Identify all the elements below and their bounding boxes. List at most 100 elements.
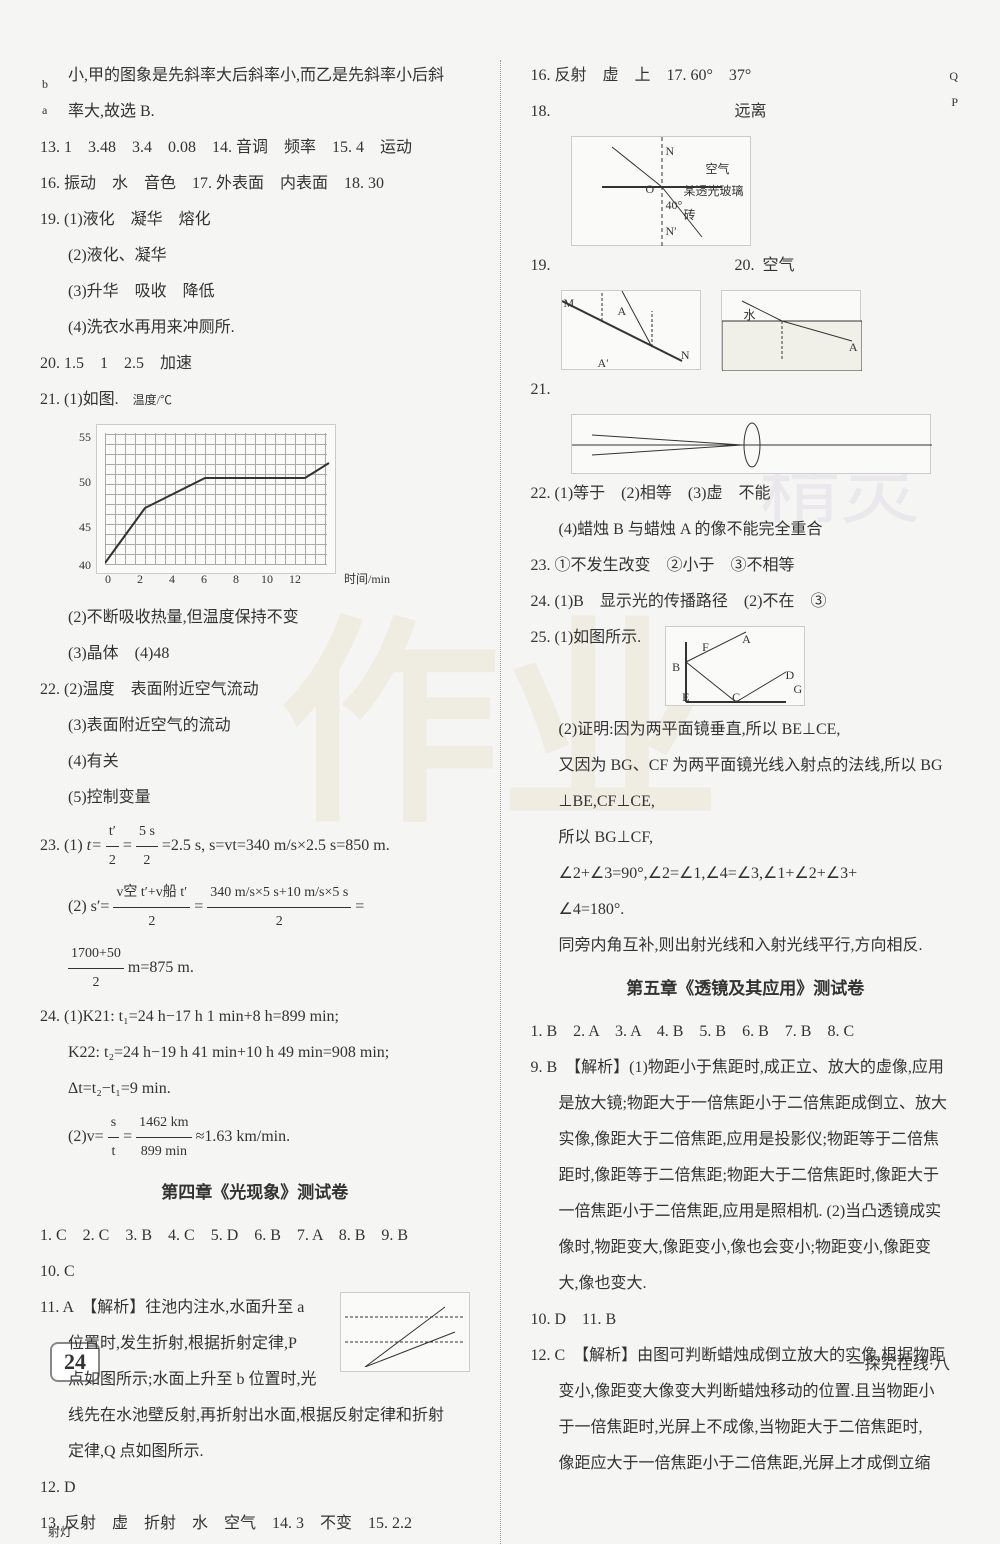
- text-span: m=875 m.: [128, 959, 194, 976]
- fig-label-angle: 40°: [666, 193, 683, 217]
- text-line: 16. 振动 水 音色 17. 外表面 内表面 18. 30: [40, 168, 470, 200]
- text-line: 像距应大于一倍焦距小于二倍焦距,光屏上才成倒立缩: [531, 1448, 961, 1480]
- fig-label-glass: 某透光玻璃砖: [684, 179, 744, 227]
- fig-q11: b a 射灯 Q P: [340, 1292, 470, 1372]
- fig-q19: M A A′ N: [561, 290, 701, 370]
- text-line: 13. 反射 虚 折射 水 空气 14. 3 不变 15. 2.2: [40, 1508, 470, 1540]
- section-4-title: 第四章《光现象》测试卷: [40, 1176, 470, 1210]
- text-line: 所以 BG⊥CF,: [531, 822, 961, 854]
- text-line: (3)表面附近空气的流动: [40, 710, 470, 742]
- fig-label-G: G: [794, 677, 803, 701]
- frac-den: 2: [207, 908, 351, 936]
- text-line: (4)有关: [40, 746, 470, 778]
- text-line: 大,像也变大.: [531, 1268, 961, 1300]
- fig-label-Nprime: N′: [666, 219, 677, 243]
- fig-label-P: P: [951, 90, 958, 114]
- fig-label-N: N: [681, 343, 690, 367]
- frac-num: 1462 km: [136, 1109, 191, 1138]
- fig-label-b: b: [42, 72, 48, 96]
- fig-label-A: A: [849, 335, 858, 359]
- fig-label-N: N: [666, 139, 675, 163]
- text-line: (3)晶体 (4)48: [40, 638, 470, 670]
- text-line: (3)升华 吸收 降低: [40, 276, 470, 308]
- fig-label-water: 水: [744, 303, 756, 327]
- q23-label: 23. (1): [40, 837, 83, 854]
- text-line: 率大,故选 B.: [40, 96, 470, 128]
- fig-label-E: E: [682, 685, 689, 709]
- fig-label-O: O: [646, 177, 655, 201]
- q20-label: 20.: [735, 257, 755, 274]
- fig-q21-svg: [572, 415, 932, 475]
- fig-label-air: 空气: [705, 157, 729, 181]
- text-line: 10. D 11. B: [531, 1304, 961, 1336]
- frac-num: 1700+50: [68, 940, 124, 969]
- fig-label-C: C: [732, 685, 740, 709]
- fig-label-a: a: [42, 98, 47, 122]
- fig-label-A: A: [618, 299, 627, 323]
- main-content: 小,甲的图象是先斜率大后斜率小,而乙是先斜率小后斜 率大,故选 B. 13. 1…: [40, 60, 960, 1544]
- left-column: 小,甲的图象是先斜率大后斜率小,而乙是先斜率小后斜 率大,故选 B. 13. 1…: [40, 60, 470, 1544]
- text-line: (2)液化、凝华: [40, 240, 470, 272]
- ytick: 45: [79, 515, 91, 539]
- ytick: 40: [79, 553, 91, 577]
- q23-2-label: (2) s′=: [68, 898, 109, 915]
- text-line: (2)不断吸收热量,但温度保持不变: [40, 602, 470, 634]
- text-line: (2) s′= v空 t′+v船 t′2 = 340 m/s×5 s+10 m/…: [40, 879, 470, 936]
- text-line: ⊥BE,CF⊥CE,: [531, 786, 961, 818]
- text-line: 19. 20. 空气: [531, 250, 961, 282]
- text-line: 23. (1) t= t′2 = 5 s2 =2.5 s, s=vt=340 m…: [40, 818, 470, 875]
- text-span: 11. A 【解析】往池内注水,水面升至 a: [40, 1299, 304, 1316]
- text-line: 1700+502 m=875 m.: [40, 940, 470, 997]
- fig-label-B: B: [672, 655, 680, 679]
- text-line: 22. (2)温度 表面附近空气流动: [40, 674, 470, 706]
- frac-den: 2: [113, 908, 190, 936]
- text-line: (4)洗衣水再用来冲厕所.: [40, 312, 470, 344]
- fig-q20-svg: [722, 291, 862, 371]
- text-line: 1. B 2. A 3. A 4. B 5. B 6. B 7. B 8. C: [531, 1016, 961, 1048]
- frac-num: t′: [106, 818, 119, 847]
- fig-q11-svg: [345, 1297, 465, 1367]
- text-line: 又因为 BG、CF 为两平面镜光线入射点的法线,所以 BG: [531, 750, 961, 782]
- fig-q20: 水 A: [721, 290, 861, 370]
- graph-ylabel: 温度/℃: [133, 393, 172, 407]
- text-line: 12. C 【解析】由图可判断蜡烛成倒立放大的实像,根据物距: [531, 1340, 961, 1372]
- fig-q21: [571, 414, 931, 474]
- frac-num: s: [108, 1109, 119, 1138]
- text-line: 21.: [531, 374, 961, 406]
- q18-label: 18.: [531, 103, 551, 120]
- text-line: 定律,Q 点如图所示.: [40, 1436, 470, 1468]
- text-line: 小,甲的图象是先斜率大后斜率小,而乙是先斜率小后斜: [40, 60, 470, 92]
- text-line: 19. (1)液化 凝华 熔化: [40, 204, 470, 236]
- q19-label: 19.: [531, 257, 551, 274]
- right-column: 16. 反射 虚 上 17. 60° 37° 18. 远离 N O 40° N′…: [531, 60, 961, 1544]
- graph-q21: 55 50 45 40 0 2 4 6 8 10 12 时间/min: [96, 424, 336, 574]
- text-span: ≈1.63 km/min.: [196, 1128, 291, 1145]
- frac-den: t: [108, 1138, 119, 1166]
- column-divider: [500, 60, 501, 1544]
- ytick: 55: [79, 425, 91, 449]
- text-line: 12. D: [40, 1472, 470, 1504]
- text-line: 像时,物距变大,像距变小,像也会变小;物距变小,像距变: [531, 1232, 961, 1264]
- fig-label-Q: Q: [949, 64, 958, 88]
- text-line: 20. 1.5 1 2.5 加速: [40, 348, 470, 380]
- ytick: 50: [79, 470, 91, 494]
- text-line: K22: t₂=24 h−19 h 41 min+10 h 49 min=908…: [40, 1037, 470, 1069]
- text-line: (2)证明:因为两平面镜垂直,所以 BE⊥CE,: [531, 714, 961, 746]
- fig-q18: N O 40° N′ 空气 某透光玻璃砖: [571, 136, 751, 246]
- text-line: 实像,像距大于二倍焦距,应用是投影仪;物距等于二倍焦: [531, 1124, 961, 1156]
- text-line: 变小,像距变大像变大判断蜡烛移动的位置.且当物距小: [531, 1376, 961, 1408]
- q20-air: 空气: [763, 257, 795, 274]
- text-line: 9. B 【解析】(1)物距小于焦距时,成正立、放大的虚像,应用: [531, 1052, 961, 1084]
- text-line: 25. (1)如图所示. A B C D E F G: [531, 622, 961, 710]
- text-line: 距时,像距等于二倍焦距;物距大于二倍焦距时,像距大于: [531, 1160, 961, 1192]
- eq: =: [194, 898, 203, 915]
- text-line: ∠4=180°.: [531, 894, 961, 926]
- frac-num: v空 t′+v船 t′: [113, 879, 190, 908]
- frac-den: 899 min: [136, 1138, 191, 1166]
- text-line: 21. (1)如图. 温度/℃: [40, 384, 470, 416]
- fig-label-Aprime: A′: [598, 351, 609, 375]
- text-line: ∠2+∠3=90°,∠2=∠1,∠4=∠3,∠1+∠2+∠3+: [531, 858, 961, 890]
- q24-2-label: (2)v=: [68, 1128, 104, 1145]
- fig-label-lamp: 射灯: [48, 1520, 72, 1544]
- text-line: 同旁内角互补,则出射光线和入射光线平行,方向相反.: [531, 930, 961, 962]
